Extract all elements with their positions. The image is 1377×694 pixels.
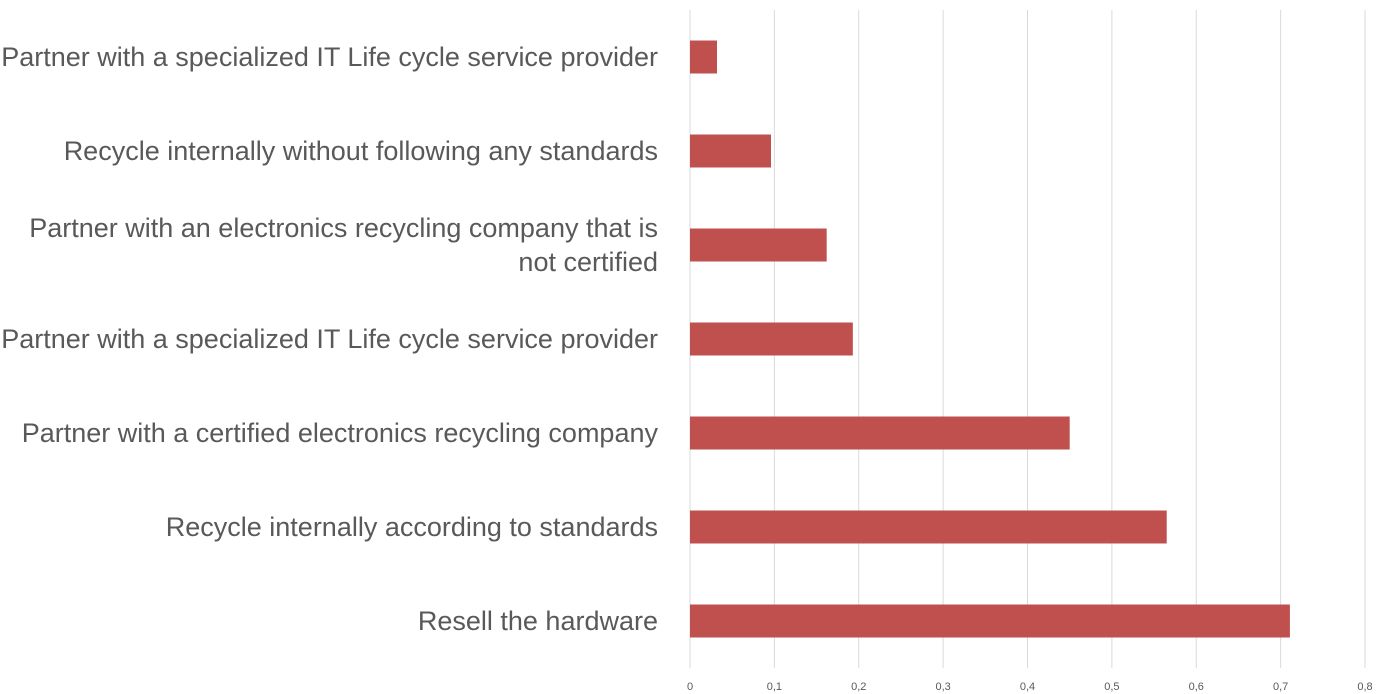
bar [690, 604, 1290, 638]
y-tick-label: Recycle internally without following any… [63, 136, 658, 166]
x-tick-label: 0,5 [1104, 681, 1119, 693]
y-tick-label: Partner with an electronics recycling co… [29, 213, 658, 277]
bar [690, 416, 1070, 450]
bar [690, 322, 853, 356]
y-tick-label: Resell the hardware [417, 606, 658, 636]
x-tick-label: 0,2 [851, 681, 866, 693]
x-tick-label: 0,6 [1189, 681, 1204, 693]
x-tick-label: 0,4 [1020, 681, 1035, 693]
bar [690, 40, 717, 74]
bar [690, 510, 1167, 544]
x-tick-label: 0 [687, 681, 693, 693]
bar [690, 134, 771, 168]
bar [690, 228, 827, 262]
x-tick-label: 0,8 [1357, 681, 1372, 693]
x-tick-label: 0,3 [935, 681, 950, 693]
x-tick-label: 0,1 [767, 681, 782, 693]
y-tick-label: Recycle internally according to standard… [165, 512, 658, 542]
y-tick-label: Partner with a specialized IT Life cycle… [1, 42, 658, 72]
y-tick-label: Partner with a certified electronics rec… [21, 418, 658, 448]
x-tick-label: 0,7 [1273, 681, 1288, 693]
y-tick-label: Partner with a specialized IT Life cycle… [1, 324, 658, 354]
